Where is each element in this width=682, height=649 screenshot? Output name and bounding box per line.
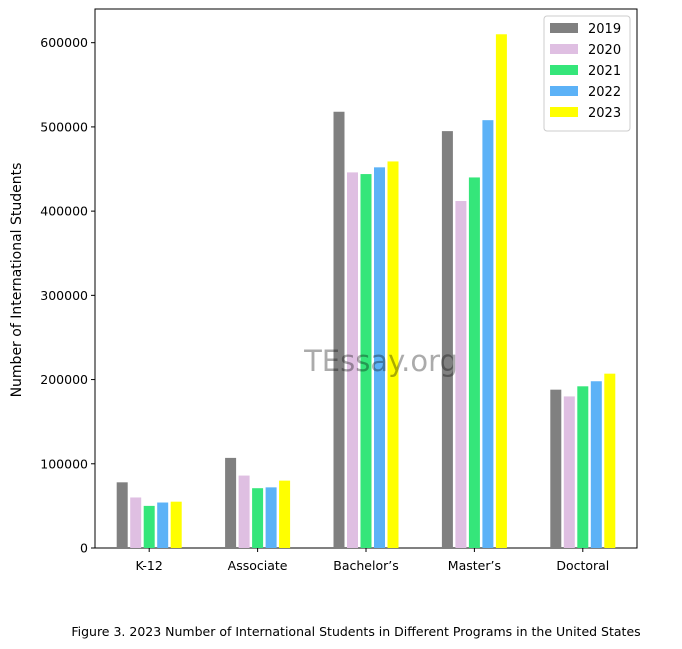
watermark: TEssay.org <box>303 344 458 378</box>
legend-label-2021: 2021 <box>588 64 621 79</box>
legend-label-2023: 2023 <box>588 106 621 121</box>
y-tick-label: 100000 <box>40 456 88 471</box>
legend-swatch-2022 <box>550 86 578 96</box>
bar-2023-0 <box>170 501 182 548</box>
bar-2022-0 <box>157 502 169 548</box>
y-tick-label: 200000 <box>40 372 88 387</box>
bar-2021-2 <box>360 174 372 548</box>
y-tick-label: 400000 <box>40 204 88 219</box>
y-axis: 0 100000 200000 300000 400000 500000 600000 <box>40 35 95 556</box>
y-tick-label: 600000 <box>40 35 88 50</box>
y-axis-label: Number of International Students <box>9 163 25 398</box>
x-tick-label: Master’s <box>448 558 501 573</box>
bar-2023-1 <box>279 480 291 549</box>
x-tick-label: Doctoral <box>556 558 609 573</box>
bar-2020-2 <box>347 172 358 548</box>
x-tick-label: K-12 <box>136 558 163 573</box>
legend-label-2020: 2020 <box>588 43 621 58</box>
legend-swatch-2021 <box>550 65 578 75</box>
bar-2019-1 <box>225 457 237 548</box>
bar-2022-4 <box>590 381 602 548</box>
bar-2021-4 <box>577 386 589 548</box>
bar-chart: 0 100000 200000 300000 400000 500000 600000 K-… <box>9 8 638 573</box>
y-tick-label: 300000 <box>40 288 88 303</box>
x-tick-label: Associate <box>228 558 288 573</box>
legend: 2019 2020 2021 2022 2023 <box>543 15 631 132</box>
bar-2021-0 <box>143 505 155 548</box>
bar-2022-3 <box>482 120 494 549</box>
bar-2022-1 <box>265 487 277 548</box>
bar-2020-3 <box>455 201 467 548</box>
bar-2023-4 <box>604 373 616 548</box>
bar-2020-0 <box>130 497 142 548</box>
x-axis: K-12 Associate Bachelor’s Master’s Doctoral <box>136 548 609 573</box>
bars-layer <box>116 34 616 549</box>
bar-2019-0 <box>116 482 128 548</box>
bar-2021-1 <box>252 488 264 548</box>
legend-swatch-2019 <box>550 23 578 33</box>
bar-2019-4 <box>550 389 562 548</box>
bar-2023-3 <box>495 34 507 548</box>
legend-swatch-2023 <box>550 107 578 117</box>
bar-2019-2 <box>333 111 345 548</box>
bar-2019-3 <box>441 131 453 548</box>
bar-2023-2 <box>387 161 399 548</box>
legend-label-2022: 2022 <box>588 85 621 100</box>
bar-2022-2 <box>374 167 385 548</box>
y-tick-label: 500000 <box>40 119 88 134</box>
bar-2021-3 <box>468 177 480 548</box>
figure-caption: Figure 3. 2023 Number of International S… <box>71 624 641 639</box>
legend-swatch-2020 <box>550 44 578 54</box>
bar-2020-4 <box>563 396 575 548</box>
bar-2020-1 <box>238 475 250 548</box>
legend-label-2019: 2019 <box>588 22 621 37</box>
y-tick-label: 0 <box>80 541 88 556</box>
x-tick-label: Bachelor’s <box>333 558 398 573</box>
